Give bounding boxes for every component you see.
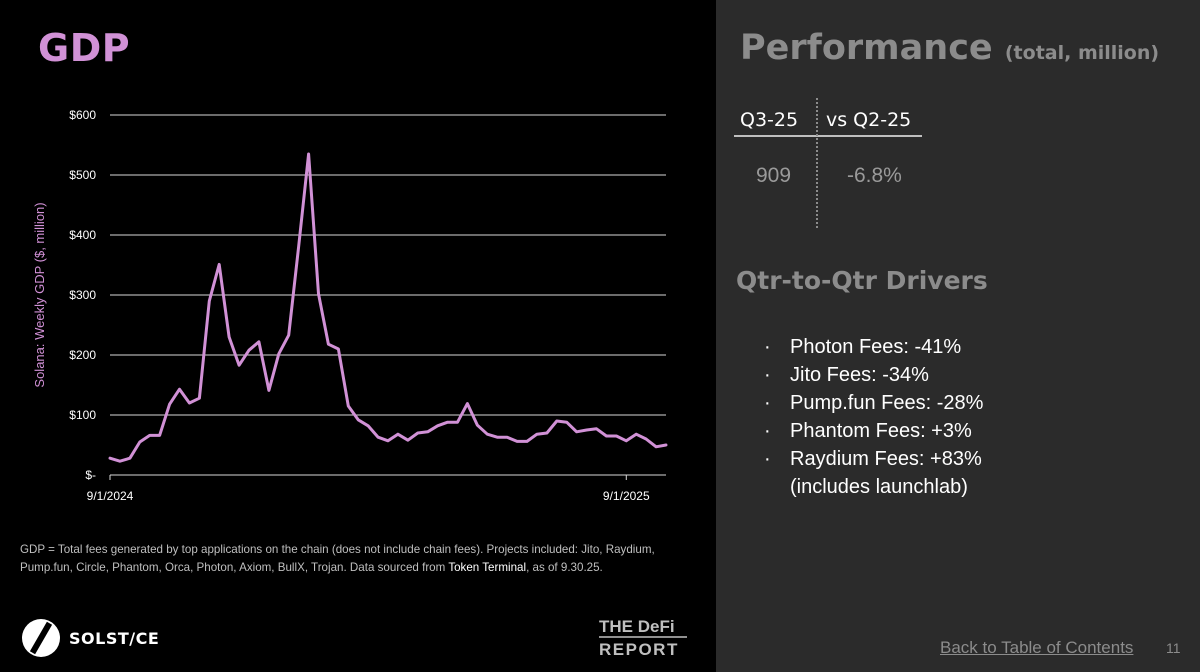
y-tick-label: $- xyxy=(85,468,96,482)
chart-svg: $- $100 $200 $300 $400 $500 $600 9/1/2024 9/1/20… xyxy=(32,108,668,503)
list-item: · Jito Fees: -34% xyxy=(764,361,983,389)
y-tick-label: $100 xyxy=(69,408,96,422)
bullet-icon: · xyxy=(764,448,771,470)
footnote-text: GDP = Total fees generated by top applic… xyxy=(20,543,655,574)
gdp-title: GDP xyxy=(38,26,131,70)
defi-logo-line1: THE DeFi xyxy=(599,617,675,636)
kpi-value-total: 909 xyxy=(756,164,792,187)
x-tick-label: 9/1/2025 xyxy=(603,489,650,503)
y-tick-label: $500 xyxy=(69,168,96,182)
bullet-icon: · xyxy=(764,364,771,386)
drivers-list: · Photon Fees: -41% · Jito Fees: -34% · Pum… xyxy=(764,333,983,501)
kpi-header-quarter: Q3-25 xyxy=(740,109,799,131)
defi-logo-line2: REPORT xyxy=(599,640,679,658)
y-tick-label: $600 xyxy=(69,108,96,122)
list-item: · Photon Fees: -41% xyxy=(764,333,983,361)
back-to-toc-link[interactable]: Back to Table of Contents xyxy=(940,638,1134,657)
kpi-header-rule xyxy=(734,135,922,137)
kpi-header-comparison: vs Q2-25 xyxy=(826,109,912,131)
bullet-icon: · xyxy=(764,336,771,358)
performance-title-suffix: (total, million) xyxy=(1004,42,1160,64)
y-tick-label: $400 xyxy=(69,228,96,242)
list-item: · Pump.fun Fees: -28% xyxy=(764,389,983,417)
x-tick-label: 9/1/2024 xyxy=(87,489,134,503)
y-tick-label: $200 xyxy=(69,348,96,362)
solstice-wordmark: SOLST/CE xyxy=(69,628,160,648)
footnote-source: Token Terminal xyxy=(448,561,527,574)
solstice-logo: SOLST/CE xyxy=(22,618,159,658)
right-panel: Performance (total, million) Q3-25 vs Q2… xyxy=(716,0,1200,672)
list-item-continuation: (includes launchlab) xyxy=(790,476,968,498)
solstice-mark-icon xyxy=(22,619,60,657)
gdp-line-chart: $- $100 $200 $300 $400 $500 $600 9/1/2024 9/1/20… xyxy=(0,95,716,515)
y-axis-label: Solana: Weekly GDP ($, million) xyxy=(32,202,47,387)
bullet-icon: · xyxy=(764,392,771,414)
page-number: 11 xyxy=(1166,640,1181,656)
kpi-value-change: -6.8% xyxy=(847,164,902,187)
drivers-title: Qtr-to-Qtr Drivers xyxy=(736,266,988,295)
performance-title-text: Performance xyxy=(740,28,993,68)
kpi-divider xyxy=(816,98,818,228)
list-item: · Phantom Fees: +3% xyxy=(764,417,983,445)
footnote-date: , as of 9.30.25. xyxy=(526,561,603,574)
bullet-icon: · xyxy=(764,420,771,442)
list-item: · Raydium Fees: +83% xyxy=(764,445,983,473)
left-panel: GDP $- $100 $200 $300 $400 $500 $600 9/1/2024 9/… xyxy=(0,0,716,672)
y-tick-label: $300 xyxy=(69,288,96,302)
defi-report-logo: THE DeFi REPORT xyxy=(599,617,687,658)
footnote: GDP = Total fees generated by top applic… xyxy=(20,541,710,577)
performance-title: Performance (total, million) xyxy=(740,28,1159,68)
